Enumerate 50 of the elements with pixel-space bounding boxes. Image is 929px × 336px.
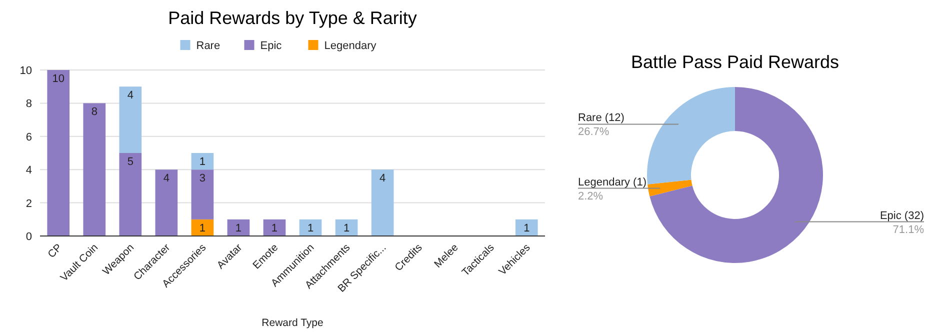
bar bbox=[119, 86, 142, 153]
bar bbox=[335, 219, 358, 236]
data-label: 1 bbox=[307, 222, 314, 234]
chart-title: Paid Rewards by Type & Rarity bbox=[168, 8, 417, 28]
data-label: 4 bbox=[379, 172, 386, 185]
y-tick-label: 0 bbox=[26, 231, 32, 243]
x-tick-label: CP bbox=[46, 242, 64, 260]
slice-label: Legendary (1) bbox=[578, 176, 646, 188]
bar bbox=[47, 70, 70, 236]
data-label: 1 bbox=[524, 222, 530, 234]
y-tick-label: 2 bbox=[26, 198, 32, 210]
slice-label: Rare (12) bbox=[578, 112, 624, 124]
bar bbox=[191, 170, 214, 220]
y-tick-label: 6 bbox=[26, 131, 32, 144]
bar bbox=[191, 153, 214, 170]
data-label: 71.1% bbox=[892, 224, 924, 236]
bar bbox=[227, 219, 250, 236]
data-label: 4 bbox=[163, 172, 170, 185]
y-tick-label: 8 bbox=[26, 98, 32, 110]
data-label: 8 bbox=[91, 106, 98, 118]
bar bbox=[83, 103, 106, 236]
donut-slice bbox=[648, 180, 692, 196]
data-label: 2.2% bbox=[578, 190, 604, 202]
chart-title: Battle Pass Paid Rewards bbox=[630, 52, 840, 72]
donut-slice bbox=[647, 87, 735, 184]
data-label: 26.7% bbox=[578, 126, 610, 138]
bar bbox=[263, 219, 286, 236]
data-label: 1 bbox=[199, 156, 206, 168]
data-label: 10 bbox=[52, 73, 64, 85]
data-label: 1 bbox=[343, 222, 350, 234]
donut-slice bbox=[650, 87, 823, 263]
slice-label: Epic (32) bbox=[880, 210, 924, 222]
bar bbox=[155, 170, 178, 236]
x-axis-title: Reward Type bbox=[262, 317, 324, 329]
legend-label: Epic bbox=[260, 40, 282, 52]
bar bbox=[119, 153, 142, 236]
data-label: 1 bbox=[235, 222, 242, 234]
bar bbox=[515, 219, 538, 236]
bar bbox=[191, 219, 214, 236]
data-label: 5 bbox=[127, 156, 134, 168]
bar bbox=[299, 219, 322, 236]
data-label: 1 bbox=[271, 222, 278, 234]
y-tick-label: 10 bbox=[20, 65, 32, 77]
y-tick-label: 4 bbox=[26, 164, 32, 177]
data-label: 1 bbox=[199, 222, 206, 234]
data-label: 4 bbox=[127, 90, 134, 102]
data-label: 3 bbox=[199, 172, 206, 185]
bar bbox=[371, 170, 394, 236]
legend-label: Legendary bbox=[324, 40, 377, 52]
legend-label: Rare bbox=[196, 40, 220, 52]
